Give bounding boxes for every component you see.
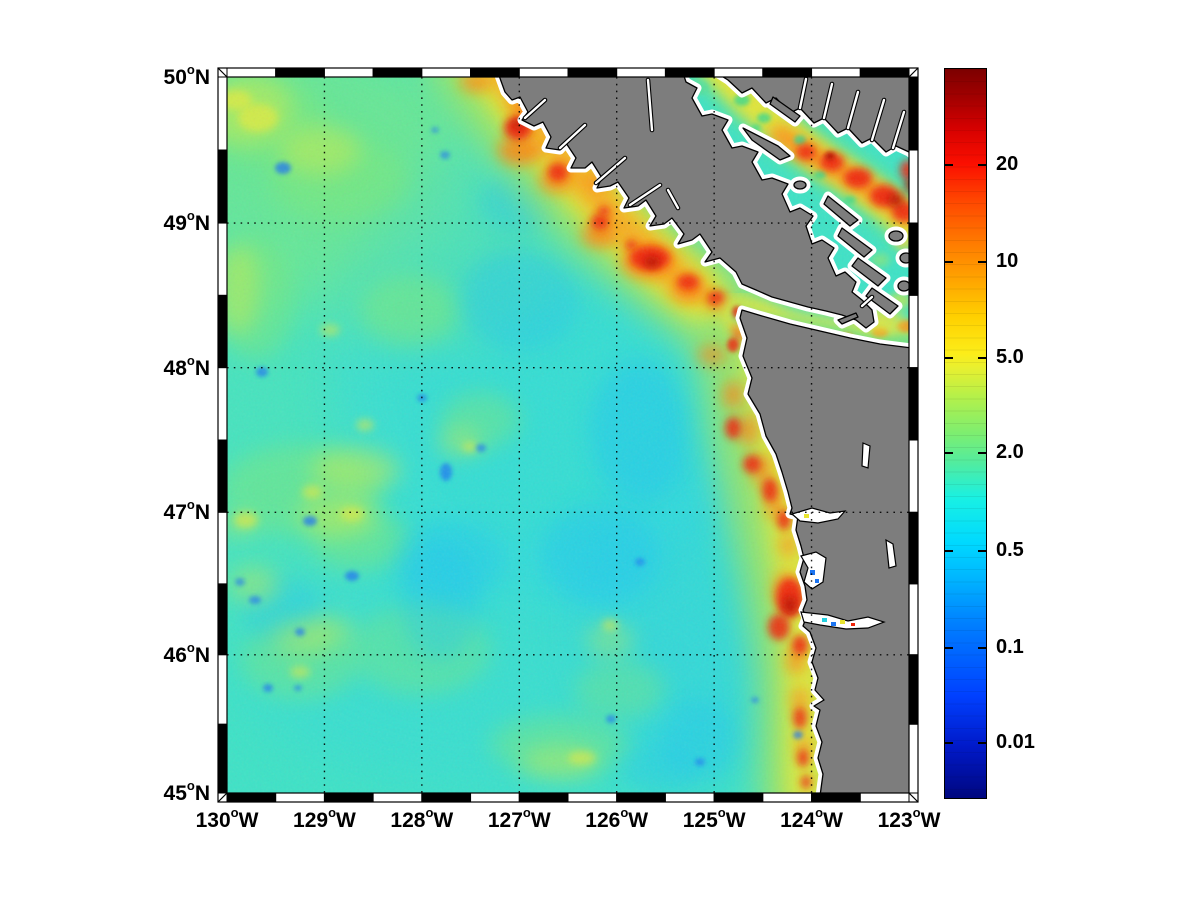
colorbar-tick [945,646,953,649]
map-plot-area [227,77,909,793]
land-layer [497,77,909,793]
colorbar-label-2.0: 2.0 [996,441,1024,464]
y-axis-label-50N: 50oN [163,62,210,89]
colorbar-tick [978,646,986,649]
colorbar-tick [945,741,953,744]
x-axis-label-125W: 125oW [682,805,746,832]
y-axis-label-48N: 48oN [163,352,210,380]
y-axis-label-46N: 46oN [163,639,210,667]
map-frame [217,67,919,803]
colorbar-tick [945,260,953,263]
graticule [227,77,909,793]
y-axis-label-45N: 45oN [163,778,210,805]
colorbar-label-5.0: 5.0 [996,346,1024,369]
colorbar-tick [978,452,986,455]
fjord-inlets [522,77,907,309]
x-axis-label-129W: 129oW [293,805,356,832]
colorbar-label-0.1: 0.1 [996,635,1024,658]
hood-canal-sliver [861,442,871,469]
colorbar-tick [945,550,953,553]
colorbar-tick [978,741,986,744]
x-axis-label-124W: 124oW [780,805,843,832]
y-axis-label-47N: 47oN [163,497,210,525]
colorbar-tick [945,452,953,455]
colorbar-tick [945,357,953,360]
colorbar-tick [978,164,986,167]
colorbar [944,68,987,799]
x-axis-label-123W: 123oW [877,805,941,832]
y-axis-label-49N: 49oN [163,208,210,236]
colorbar-label-0.01: 0.01 [996,730,1035,753]
colorbar-label-20: 20 [996,153,1019,176]
colorbar-tick [945,164,953,167]
colorbar-tick [978,357,986,360]
x-axis-label-128W: 128oW [390,805,454,832]
x-axis-label-130W: 130oW [195,805,259,832]
x-axis-label-126W: 126oW [585,805,649,832]
colorbar-tick [978,550,986,553]
colorbar-label-10: 10 [996,249,1019,272]
colorbar-tick [978,260,986,263]
puget-sliver [885,538,897,569]
bays [790,442,897,630]
x-axis-label-127W: 127oW [487,805,551,832]
colorbar-label-0.5: 0.5 [996,539,1024,562]
